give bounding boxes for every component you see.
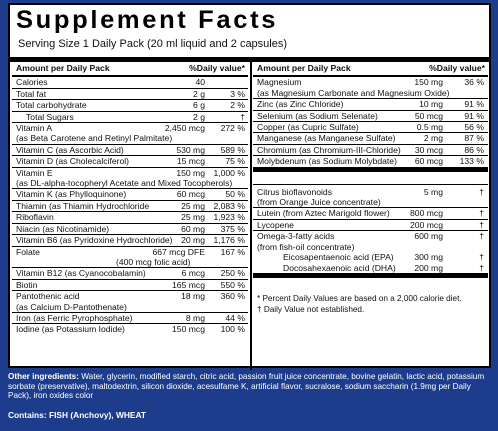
right-column: Amount per Daily Pack %Daily value* Magn… — [253, 62, 488, 315]
serving-size: Serving Size 1 Daily Pack (20 ml liquid … — [18, 38, 288, 50]
left-header-amount: Amount per Daily Pack — [16, 63, 110, 73]
right-header: Amount per Daily Pack %Daily value* — [253, 62, 488, 78]
nutrient-row: Selenium (as Sodium Selenate) 50 mcg 91 % — [253, 111, 488, 123]
other-ingredients-text: Water, glycerin, modified starch, citric… — [8, 372, 485, 401]
nutrient-row: Vitamin B12 (as Cyanocobalamin) 6 mcg 250 … — [12, 268, 248, 280]
nutrient-row: Folate 667 mcg DFE 167 % — [16, 246, 245, 257]
nutrient-row: Manganese (as Manganese Sulfate) 2 mg 87 % — [253, 133, 488, 145]
contains-label: Contains: — [8, 410, 47, 420]
supplement-facts-panel: Supplement Facts Serving Size 1 Daily Pa… — [8, 3, 491, 370]
top-divider — [10, 57, 489, 62]
footnote-daily-value: * Percent Daily Values are based on a 2,… — [257, 293, 462, 303]
nutrient-row: Riboflavin 25 mg 1,923 % — [12, 212, 248, 224]
nutrient-row: Biotin 165 mcg 550 % — [12, 280, 248, 292]
nutrient-row: Iodine (as Potassium Iodide) 150 mcg 100 % — [16, 324, 245, 335]
nutrient-row: Molybdenum (as Sodium Molybdate) 60 mcg 13… — [253, 156, 488, 172]
contains-value: FISH (Anchovy), WHEAT — [48, 410, 147, 420]
right-header-amount: Amount per Daily Pack — [257, 63, 351, 73]
nutrient-row: Eicosapentaenoic acid (EPA) 300 mg † — [283, 252, 484, 263]
footnote-dagger: † Daily Value not established. — [257, 304, 365, 314]
nutrient-row: Lycopene 200 mcg † — [253, 220, 488, 232]
nutrient-row-source: (as Beta Carotene and Retinyl Palmitate) — [12, 133, 248, 145]
nutrient-row: Calories 40 — [12, 77, 248, 89]
nutrient-row: Vitamin B6 (as Pyridoxine Hydrochloride)… — [12, 235, 248, 247]
nutrient-row: Thiamin (as Thiamin Hydrochloride 25 mg 2,… — [12, 201, 248, 213]
spacer — [253, 278, 488, 288]
panel-title: Supplement Facts — [16, 6, 279, 34]
nutrient-row: Docosahexaenoic acid (DHA) 200 mg † — [253, 263, 488, 278]
nutrient-row: Vitamin E 150 mg 1,000 % — [16, 167, 245, 178]
nutrient-row: Pantothenic acid 18 mg 360 % — [16, 291, 245, 302]
nutrient-row: Vitamin C (as Ascorbic Acid) 530 mg 589 % — [12, 145, 248, 157]
nutrient-row: Zinc (as Zinc Chloride) 10 mg 91 % — [253, 99, 488, 111]
nutrient-row-source: (from fish-oil concentrate) — [257, 241, 355, 252]
nutrient-row-source: (from Orange Juice concentrate) — [253, 197, 488, 209]
nutrient-row: Chromium (as Chromium-III-Chloride) 30 mc… — [253, 145, 488, 157]
allergen-statement: Contains: FISH (Anchovy), WHEAT — [8, 410, 146, 420]
nutrient-row: Iron (as Ferric Pyrophosphate) 8 mg 44 % — [12, 313, 248, 325]
left-header: Amount per Daily Pack %Daily value* — [12, 62, 248, 78]
other-ingredients: Other ingredients: Water, glycerin, modi… — [8, 372, 492, 401]
nutrient-row: Lutein (from Aztec Marigold flower) 800 m… — [253, 208, 488, 220]
footnotes: * Percent Daily Values are based on a 2,… — [253, 288, 488, 315]
nutrient-row-source: (400 mcg folic acid) — [12, 257, 248, 269]
nutrient-row-source: (as DL-alpha-tocopheryl Acetate and Mixe… — [12, 178, 248, 190]
left-header-dv: %Daily value* — [189, 63, 245, 73]
nutrient-row: Magnesium 150 mg 36 % — [257, 77, 484, 88]
spacer — [253, 172, 488, 185]
nutrient-row: Omega-3-fatty acids 600 mg † — [257, 231, 484, 242]
right-header-dv: %Daily value* — [429, 63, 485, 73]
nutrient-row: Niacin (as Nicotinamide) 60 mg 375 % — [12, 224, 248, 236]
nutrient-row-source: (as Magnesium Carbonate and Magnesium Ox… — [253, 88, 488, 100]
nutrient-row: Citrus bioflavonoids 5 mg † — [257, 186, 484, 197]
nutrient-row: Vitamin A 2,450 mcg 272 % — [16, 123, 245, 134]
nutrient-row: Vitamin D (as Cholecalciferol) 15 mcg 75 % — [12, 156, 248, 168]
nutrient-row: Copper (as Cupric Sulfate) 0.5 mg 56 % — [253, 122, 488, 134]
nutrient-row-source: (as Calcium D-Pantothenate) — [12, 302, 248, 313]
column-divider — [250, 57, 252, 370]
left-column: Amount per Daily Pack %Daily value* Calo… — [12, 62, 248, 335]
nutrient-row: Vitamin K (as Phylloquinone) 60 mcg 50 % — [12, 189, 248, 201]
nutrient-row: Total Sugars 2 g † — [12, 112, 248, 124]
other-ingredients-label: Other ingredients: — [8, 372, 79, 381]
